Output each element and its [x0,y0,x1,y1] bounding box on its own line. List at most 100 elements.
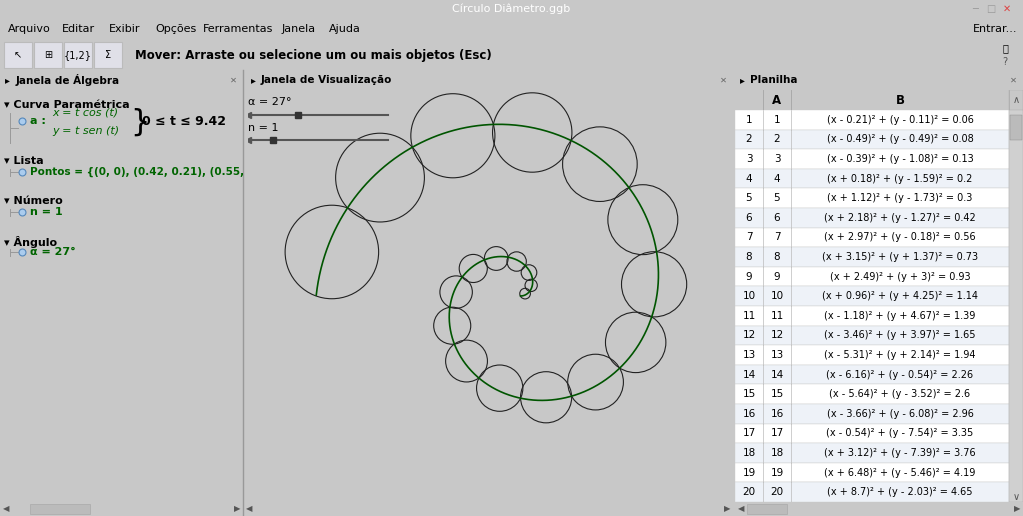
Text: 2: 2 [746,134,752,144]
Text: 17: 17 [770,428,784,439]
Text: Opções: Opções [155,24,196,34]
Text: (x - 6.16)² + (y - 0.54)² = 2.26: (x - 6.16)² + (y - 0.54)² = 2.26 [827,369,974,380]
Text: (x + 1.12)² + (y - 1.73)² = 0.3: (x + 1.12)² + (y - 1.73)² = 0.3 [828,193,973,203]
Text: ▶: ▶ [1014,505,1020,513]
Text: (x + 0.96)² + (y + 4.25)² = 1.14: (x + 0.96)² + (y + 4.25)² = 1.14 [822,291,978,301]
Text: ✕: ✕ [229,75,236,85]
Text: 17: 17 [743,428,756,439]
Text: 14: 14 [743,369,756,380]
Text: 7: 7 [746,232,752,243]
Text: 2: 2 [773,134,781,144]
Text: (x - 5.31)² + (y + 2.14)² = 1.94: (x - 5.31)² + (y + 2.14)² = 1.94 [825,350,976,360]
Text: Arquivo: Arquivo [8,24,51,34]
Text: Janela: Janela [282,24,316,34]
FancyBboxPatch shape [735,208,1009,228]
Text: y = t sen (t): y = t sen (t) [52,126,119,136]
Text: n = 1: n = 1 [248,123,278,133]
Text: 12: 12 [770,330,784,341]
Text: 11: 11 [770,311,784,321]
Text: ▾ Lista: ▾ Lista [4,156,44,166]
Text: 11: 11 [743,311,756,321]
Text: (x + 3.12)² + (y - 7.39)² = 3.76: (x + 3.12)² + (y - 7.39)² = 3.76 [825,448,976,458]
Text: (x - 0.49)² + (y - 0.49)² = 0.08: (x - 0.49)² + (y - 0.49)² = 0.08 [827,134,973,144]
FancyBboxPatch shape [735,404,1009,424]
FancyBboxPatch shape [735,365,1009,384]
Text: (x + 0.18)² + (y - 1.59)² = 0.2: (x + 0.18)² + (y - 1.59)² = 0.2 [828,173,973,184]
FancyBboxPatch shape [94,42,122,68]
Text: ▶: ▶ [233,505,240,513]
FancyBboxPatch shape [1010,115,1022,140]
Text: α = 27°: α = 27° [248,97,292,107]
Text: Σ: Σ [105,50,112,60]
Text: {1,2}: {1,2} [64,50,92,60]
Text: (x - 1.18)² + (y + 4.67)² = 1.39: (x - 1.18)² + (y + 4.67)² = 1.39 [825,311,976,321]
FancyBboxPatch shape [735,345,1009,365]
Text: 5: 5 [773,193,781,203]
Text: A: A [772,93,782,106]
Text: B: B [895,93,904,106]
FancyBboxPatch shape [735,443,1009,463]
Text: 15: 15 [770,389,784,399]
Text: 3: 3 [746,154,752,164]
Text: 14: 14 [770,369,784,380]
Text: 18: 18 [770,448,784,458]
Text: (x - 0.21)² + (y - 0.11)² = 0.06: (x - 0.21)² + (y - 0.11)² = 0.06 [827,115,974,125]
Text: ◀: ◀ [3,505,9,513]
Text: 12: 12 [743,330,756,341]
Text: (x + 3.15)² + (y + 1.37)² = 0.73: (x + 3.15)² + (y + 1.37)² = 0.73 [821,252,978,262]
Text: 1: 1 [773,115,781,125]
Text: ⊞: ⊞ [44,50,52,60]
Text: 13: 13 [743,350,756,360]
Text: 8: 8 [773,252,781,262]
Text: Ferramentas: Ferramentas [203,24,273,34]
Text: 19: 19 [743,467,756,478]
Text: 19: 19 [770,467,784,478]
Text: a :: a : [30,116,46,126]
Text: Janela de Visualização: Janela de Visualização [261,75,393,85]
Text: 16: 16 [743,409,756,419]
FancyBboxPatch shape [735,130,1009,149]
Text: (x - 3.46)² + (y + 3.97)² = 1.65: (x - 3.46)² + (y + 3.97)² = 1.65 [825,330,976,341]
Text: 16: 16 [770,409,784,419]
Text: (x - 0.39)² + (y - 1.08)² = 0.13: (x - 0.39)² + (y - 1.08)² = 0.13 [827,154,973,164]
Text: Planilha: Planilha [750,75,798,85]
Text: 1: 1 [746,115,752,125]
Text: 4: 4 [773,173,781,184]
Text: ▾ Curva Paramétrica: ▾ Curva Paramétrica [4,100,130,110]
Text: ◀: ◀ [738,505,745,513]
FancyBboxPatch shape [747,504,787,514]
Text: Mover: Arraste ou selecione um ou mais objetos (Esc): Mover: Arraste ou selecione um ou mais o… [135,49,492,61]
FancyBboxPatch shape [1009,90,1023,110]
Text: ?: ? [1003,57,1008,67]
Text: ✕: ✕ [719,75,726,85]
Text: }: } [130,107,149,137]
Text: 7: 7 [773,232,781,243]
Text: ▶: ▶ [723,505,730,513]
Text: Ajuda: Ajuda [329,24,361,34]
Text: □: □ [986,4,995,14]
Text: ◀: ◀ [246,505,253,513]
FancyBboxPatch shape [34,42,62,68]
Text: ▸: ▸ [740,75,745,85]
Text: ▸: ▸ [251,75,256,85]
Text: (x + 8.7)² + (y - 2.03)² = 4.65: (x + 8.7)² + (y - 2.03)² = 4.65 [828,487,973,497]
Text: Círculo Diâmetro.ggb: Círculo Diâmetro.ggb [452,4,571,14]
FancyBboxPatch shape [735,110,1009,130]
FancyBboxPatch shape [735,306,1009,326]
Text: (x + 2.18)² + (y - 1.27)² = 0.42: (x + 2.18)² + (y - 1.27)² = 0.42 [825,213,976,223]
Text: ▾ Número: ▾ Número [4,196,62,206]
Text: 9: 9 [746,271,752,282]
Text: (x + 2.97)² + (y - 0.18)² = 0.56: (x + 2.97)² + (y - 0.18)² = 0.56 [825,232,976,243]
Text: 🔑: 🔑 [1003,43,1008,53]
FancyBboxPatch shape [735,463,1009,482]
Text: ↖: ↖ [14,50,23,60]
Text: 20: 20 [743,487,756,497]
FancyBboxPatch shape [735,267,1009,286]
Text: 3: 3 [773,154,781,164]
FancyBboxPatch shape [735,228,1009,247]
Text: ∧: ∧ [1013,95,1020,105]
Text: ─: ─ [972,4,978,14]
Text: ✕: ✕ [1003,4,1011,14]
Text: n = 1: n = 1 [30,207,62,217]
Text: Exibir: Exibir [108,24,140,34]
